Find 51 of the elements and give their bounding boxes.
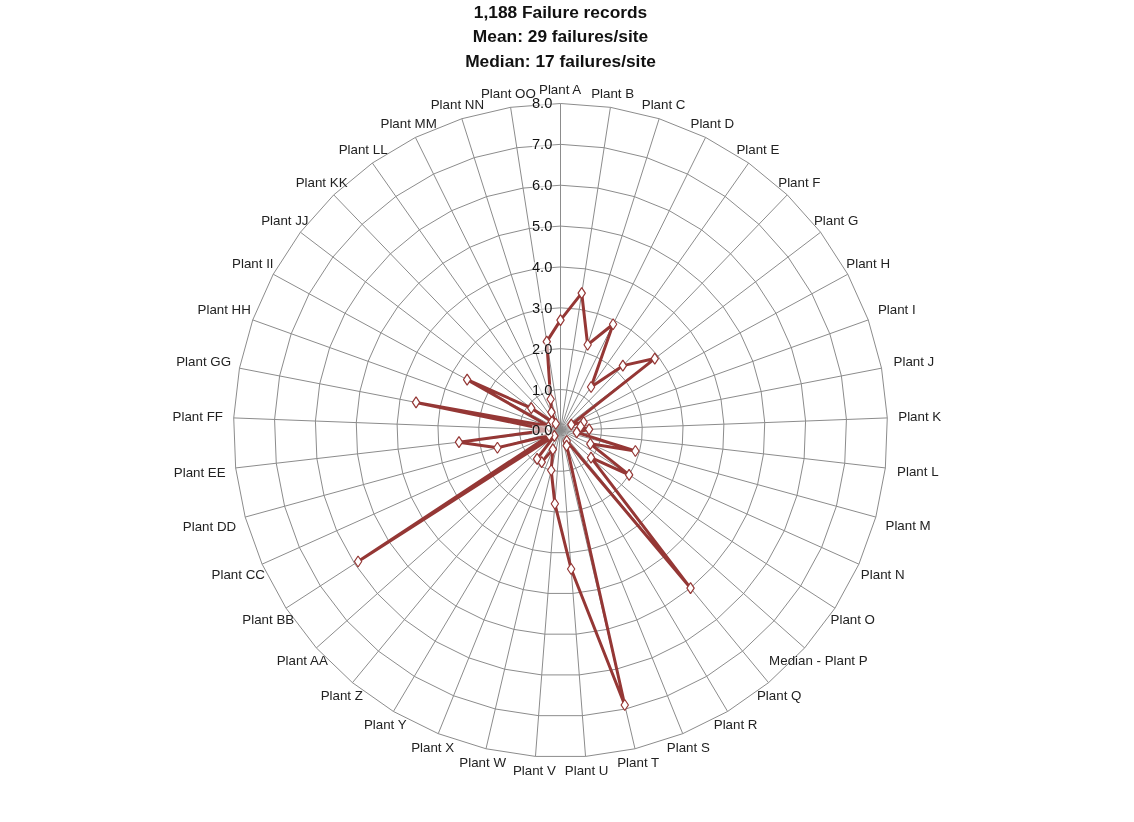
spoke-label: Plant H — [846, 255, 891, 271]
text: Median: 17 failures/site — [465, 50, 657, 71]
spoke-label: Plant BB — [242, 612, 295, 628]
spoke-label: Plant N — [860, 567, 905, 583]
spoke-label: Plant O — [830, 612, 875, 628]
y-tick-label: 4.0 — [531, 258, 553, 275]
spoke-label: Plant S — [666, 740, 710, 756]
spoke-label: Plant KK — [295, 174, 348, 190]
spoke-label: Plant G — [813, 212, 859, 228]
y-tick-label: 5.0 — [531, 218, 553, 235]
spoke-label: Plant MM — [380, 116, 437, 132]
y-tick-label: 7.0 — [531, 136, 553, 153]
spoke-label: Plant Z — [320, 688, 363, 704]
spoke-label: Plant M — [885, 518, 931, 534]
spoke-label: Median - Plant P — [769, 652, 868, 668]
spoke-label: Plant DD — [182, 519, 237, 535]
spoke-label: Plant LL — [338, 142, 388, 158]
spoke-label: Plant NN — [430, 97, 485, 113]
spoke-label: Plant B — [591, 85, 635, 101]
spoke-label: Plant J — [893, 354, 935, 370]
spoke-label: Plant EE — [173, 464, 226, 480]
spoke-label: Plant V — [512, 763, 556, 779]
y-tick-label: 2.0 — [531, 340, 553, 357]
spoke-label: Plant Y — [363, 717, 407, 733]
spoke-label: Plant A — [539, 81, 582, 97]
spoke-label: Plant T — [617, 755, 660, 771]
y-tick-label: 1.0 — [531, 381, 553, 398]
spoke-label: Plant C — [641, 97, 686, 113]
spoke-label: Plant E — [736, 142, 780, 158]
spoke-label: Plant GG — [176, 353, 232, 369]
y-tick-label: 0.0 — [531, 422, 553, 439]
text: Mean: 29 failures/site — [472, 26, 649, 47]
spoke-label: Plant W — [459, 755, 507, 771]
spoke-label: Plant F — [778, 174, 821, 190]
y-tick-label: 3.0 — [531, 299, 553, 316]
spoke-label: Plant II — [232, 255, 274, 271]
chart-title: 1,188 Failure records — [473, 1, 648, 22]
y-tick-label: 6.0 — [531, 177, 553, 194]
spoke-label: Plant K — [898, 409, 942, 425]
spoke-label: Plant R — [713, 717, 758, 733]
spoke-label: Plant D — [690, 116, 735, 132]
spoke-label: Plant HH — [197, 302, 251, 318]
spoke-label: Plant FF — [172, 409, 223, 425]
spoke-label: Plant CC — [211, 567, 266, 583]
spoke-label: Plant I — [877, 302, 916, 318]
spoke-label: Plant JJ — [261, 212, 309, 228]
spoke-label: Plant L — [897, 464, 939, 480]
spoke-label: Plant U — [564, 763, 609, 779]
spoke-label: Plant AA — [276, 652, 328, 668]
spoke-label: Plant Q — [756, 688, 802, 704]
spoke-label: Plant X — [411, 740, 455, 756]
